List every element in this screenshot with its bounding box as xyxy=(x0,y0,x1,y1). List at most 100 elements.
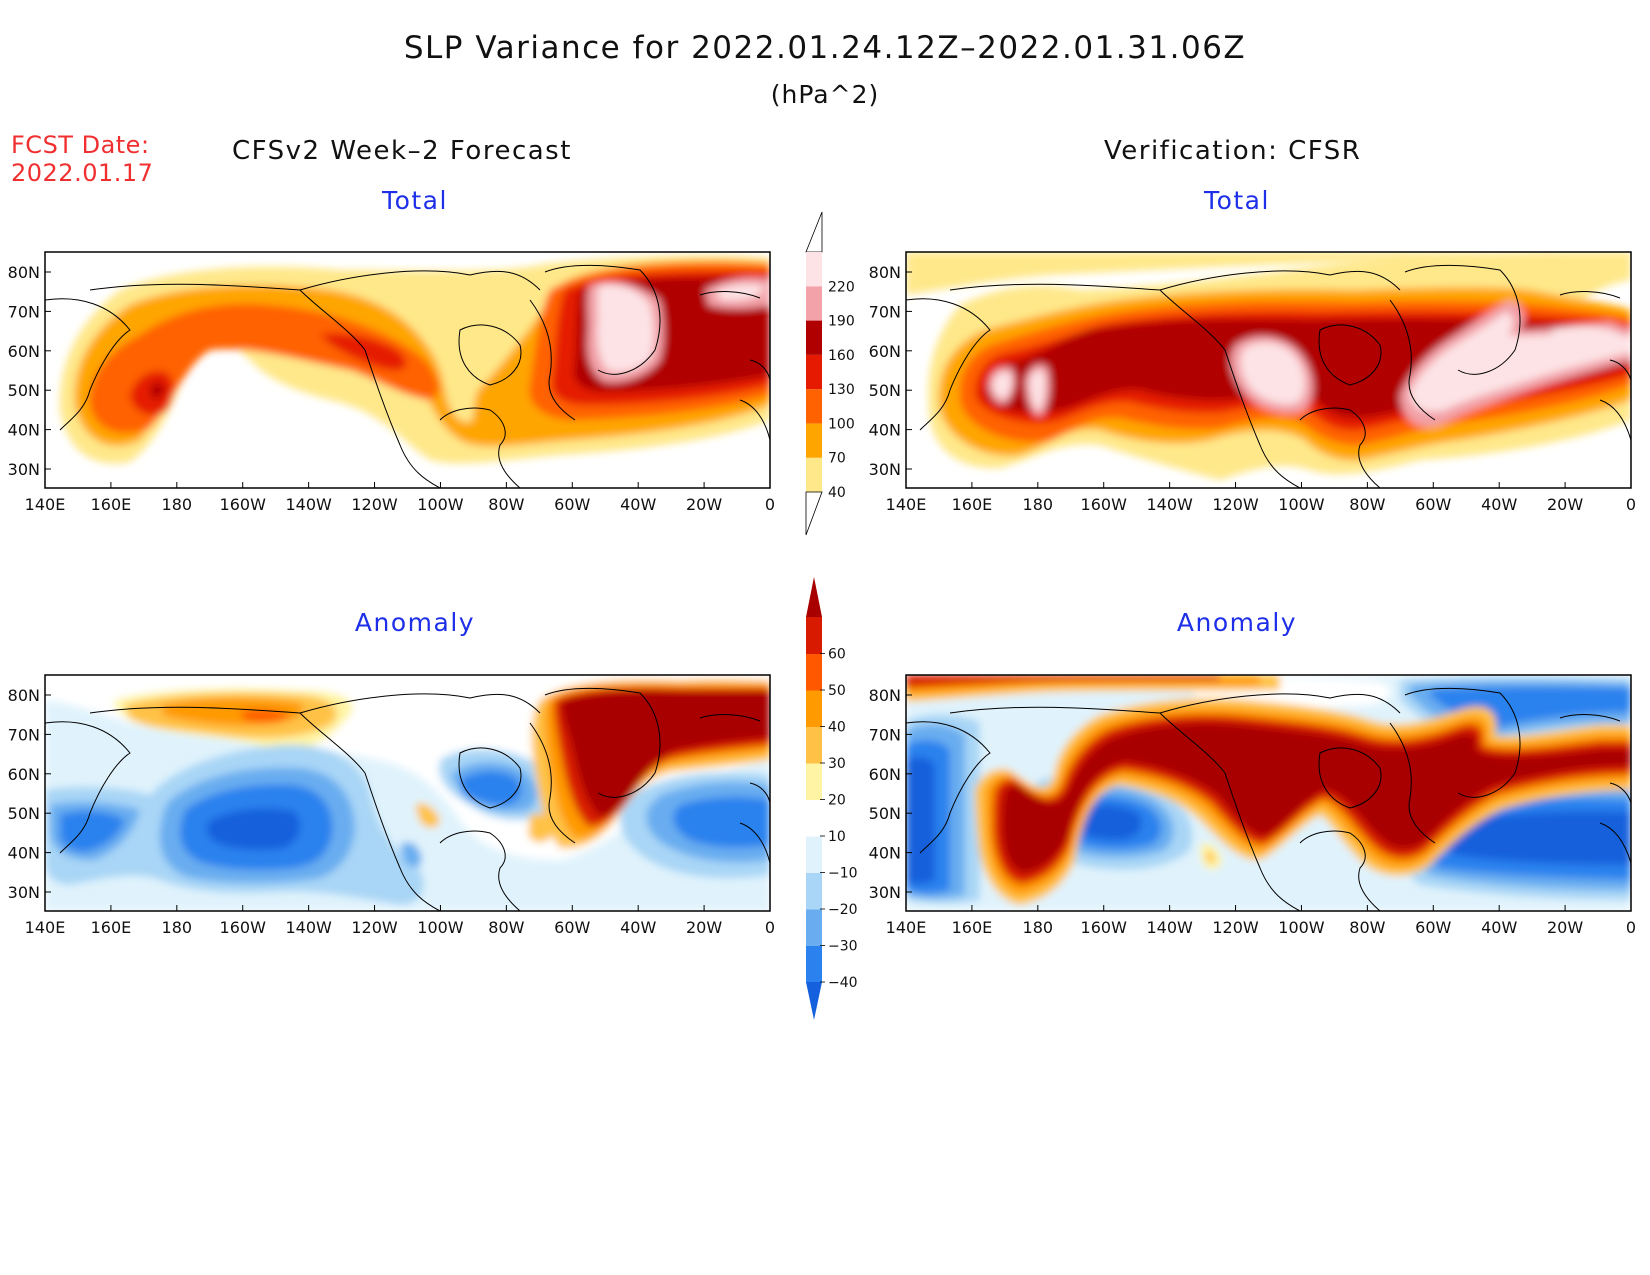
map-panel-verification-total: 140E 160E 180 160W 140W 120W 100W 80W 60W 40W 20W 0… xyxy=(869,251,1636,514)
lon-tick-label: 140E xyxy=(25,495,66,514)
colorbar-swatch xyxy=(806,872,822,910)
lat-tick-label: 30N xyxy=(8,460,40,479)
colorbar-level-label: 190 xyxy=(828,314,855,330)
lon-tick-label: 100W xyxy=(1278,495,1325,514)
colorbar-swatch xyxy=(806,799,822,837)
colorbar-top-arrow xyxy=(806,577,822,617)
lat-tick-label: 80N xyxy=(869,686,901,705)
lon-tick-label: 160W xyxy=(220,918,267,937)
panel-subtitle-verification-anomaly: Anomaly xyxy=(1176,608,1298,637)
right-column-header: Verification: CFSR xyxy=(1104,136,1362,166)
lon-tick-label: 40W xyxy=(1481,918,1517,937)
colorbar-swatch xyxy=(806,423,822,458)
lon-tick-label: 160W xyxy=(1081,918,1128,937)
lon-tick-label: 80W xyxy=(488,918,524,937)
colorbar-level-label: 20 xyxy=(828,793,846,809)
colorbar-level-label: 40 xyxy=(828,485,846,501)
colorbar-swatch xyxy=(806,457,822,492)
lon-tick-label: 120W xyxy=(351,495,398,514)
lon-tick-label: 140E xyxy=(886,918,927,937)
lat-tick-label: 40N xyxy=(869,844,901,863)
lat-tick-label: 60N xyxy=(869,342,901,361)
colorbar-swatch xyxy=(806,726,822,764)
lat-tick-label: 70N xyxy=(8,725,40,744)
verification-total-shading xyxy=(906,252,1631,480)
colorbar-bottom-arrow xyxy=(805,491,823,536)
colorbar-swatch xyxy=(806,617,822,654)
lon-tick-label: 0 xyxy=(1626,918,1636,937)
lon-tick-label: 180 xyxy=(162,495,193,514)
lon-tick-label: 60W xyxy=(1415,495,1451,514)
colorbar-level-label: 220 xyxy=(828,279,855,295)
lon-tick-label: 120W xyxy=(1212,495,1259,514)
forecast-anomaly-axes: 140E 160E 180 160W 140W 120W 100W 80W 60W 40W 20W 0… xyxy=(8,686,775,937)
colorbar-bottom-arrow xyxy=(806,982,822,1020)
lon-tick-label: 0 xyxy=(765,918,775,937)
verification-total-axes: 140E 160E 180 160W 140W 120W 100W 80W 60W 40W 20W 0… xyxy=(869,263,1636,514)
units-label: (hPa^2) xyxy=(770,80,880,109)
colorbar-swatch xyxy=(806,320,822,355)
colorbar-swatch xyxy=(806,286,822,321)
left-column-header: CFSv2 Week–2 Forecast xyxy=(232,136,572,166)
lat-tick-label: 80N xyxy=(8,686,40,705)
forecast-total-axes: 140E 160E 180 160W 140W 120W 100W 80W 60W 40W 20W 0… xyxy=(8,263,775,514)
lat-tick-label: 40N xyxy=(8,844,40,863)
colorbar-level-label: −10 xyxy=(828,866,858,882)
lat-tick-label: 30N xyxy=(869,883,901,902)
lon-tick-label: 140E xyxy=(25,918,66,937)
lon-tick-label: 0 xyxy=(765,495,775,514)
colorbar-level-label: −20 xyxy=(828,902,858,918)
lon-tick-label: 180 xyxy=(162,918,193,937)
main-title: SLP Variance for 2022.01.24.12Z–2022.01.… xyxy=(403,30,1247,66)
lon-tick-label: 140E xyxy=(886,495,927,514)
lon-tick-label: 100W xyxy=(417,918,464,937)
map-panel-verification-anomaly: 140E 160E 180 160W 140W 120W 100W 80W 60W 40W 20W 0… xyxy=(869,674,1636,937)
verification-total-frame xyxy=(905,251,1632,489)
forecast-total-frame xyxy=(44,251,771,489)
lon-tick-label: 120W xyxy=(1212,918,1259,937)
verification-anomaly-shading xyxy=(906,675,1631,911)
panel-subtitle-forecast-anomaly: Anomaly xyxy=(354,608,476,637)
lon-tick-label: 140W xyxy=(1146,918,1193,937)
lat-tick-label: 80N xyxy=(8,263,40,282)
lon-tick-label: 80W xyxy=(488,495,524,514)
forecast-date-value: 2022.01.17 xyxy=(11,159,154,187)
colorbar-level-label: −40 xyxy=(828,975,858,991)
lon-tick-label: 180 xyxy=(1023,918,1054,937)
colorbar-total: 40 70 100 130 160 190 220 xyxy=(805,211,855,536)
lon-tick-label: 60W xyxy=(554,495,590,514)
lon-tick-label: 80W xyxy=(1349,918,1385,937)
lon-tick-label: 100W xyxy=(1278,918,1325,937)
lon-tick-label: 120W xyxy=(351,918,398,937)
colorbar-level-label: 50 xyxy=(828,683,846,699)
lon-tick-label: 20W xyxy=(686,918,722,937)
forecast-anomaly-coastlines xyxy=(45,687,770,911)
lon-tick-label: 140W xyxy=(285,918,332,937)
lon-tick-label: 180 xyxy=(1023,495,1054,514)
colorbar-swatch xyxy=(806,252,822,287)
lat-tick-label: 50N xyxy=(8,804,40,823)
lon-tick-label: 160W xyxy=(220,495,267,514)
lon-tick-label: 60W xyxy=(1415,918,1451,937)
colorbar-level-label: 130 xyxy=(828,382,855,398)
map-panel-forecast-anomaly: 140E 160E 180 160W 140W 120W 100W 80W 60W 40W 20W 0… xyxy=(8,674,775,937)
lat-tick-label: 80N xyxy=(869,263,901,282)
lon-tick-label: 160E xyxy=(952,918,993,937)
panel-subtitle-verification-total: Total xyxy=(1204,186,1270,215)
lat-tick-label: 70N xyxy=(869,725,901,744)
colorbar-swatch xyxy=(806,690,822,727)
lon-tick-label: 160E xyxy=(952,495,993,514)
colorbar-level-label: 100 xyxy=(828,416,855,432)
forecast-anomaly-frame xyxy=(44,674,771,912)
colorbar-level-label: 30 xyxy=(828,756,846,772)
lon-tick-label: 100W xyxy=(417,495,464,514)
lon-tick-label: 20W xyxy=(1547,918,1583,937)
colorbar-swatch xyxy=(806,836,822,873)
lat-tick-label: 70N xyxy=(8,302,40,321)
verification-anomaly-frame xyxy=(905,674,1632,912)
lon-tick-label: 140W xyxy=(285,495,332,514)
lat-tick-label: 30N xyxy=(869,460,901,479)
lat-tick-label: 40N xyxy=(869,421,901,440)
lon-tick-label: 160E xyxy=(91,918,132,937)
lon-tick-label: 40W xyxy=(1481,495,1517,514)
